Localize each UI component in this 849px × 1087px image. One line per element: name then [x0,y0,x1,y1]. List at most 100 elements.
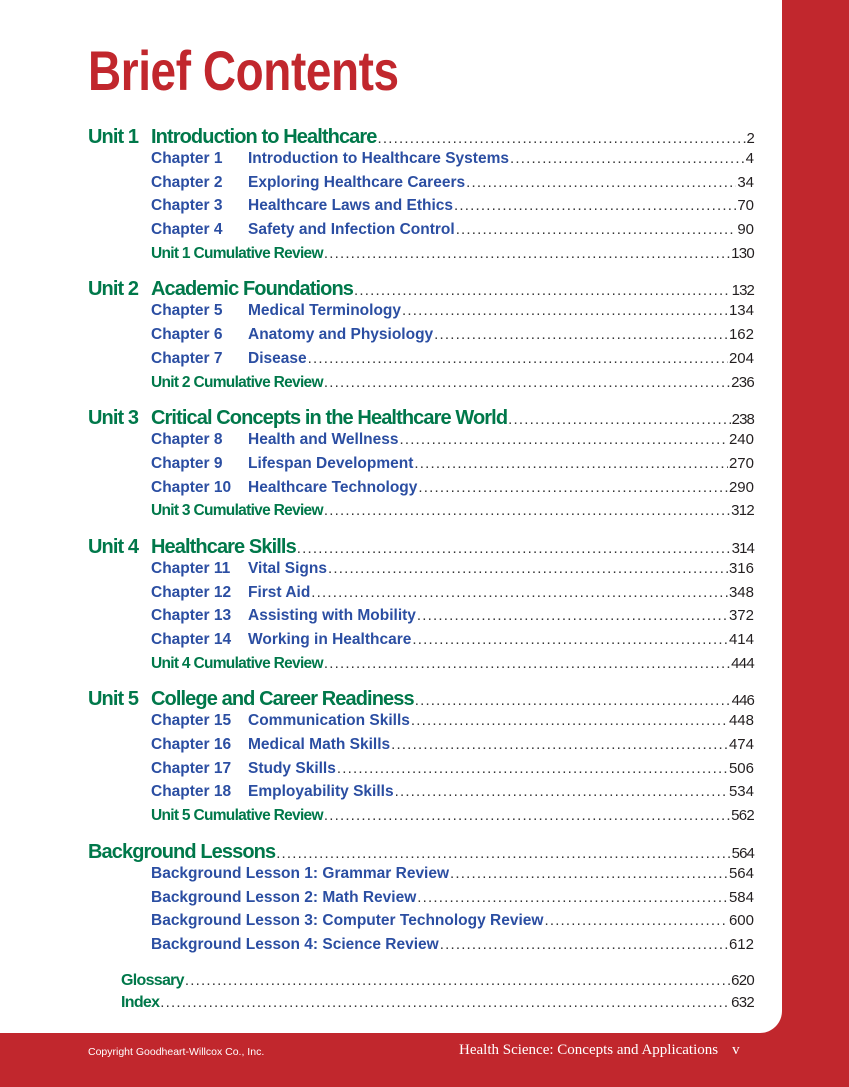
unit-title: College and Career Readiness [151,688,415,711]
toc-chapter[interactable]: Chapter 17 Study Skills 506 [0,760,782,784]
chapter-title: Introduction to Healthcare Systems [248,150,509,167]
toc-chapter[interactable]: Chapter 9 Lifespan Development 270 [0,455,782,479]
dot-leader [276,845,730,862]
toc-unit-review[interactable]: Unit 5 Cumulative Review 562 [0,807,782,831]
unit-title: Academic Foundations [151,278,354,301]
backmatter-title: Index [121,993,160,1011]
toc-background-lesson[interactable]: Background Lesson 1: Grammar Review 564 [0,865,782,889]
dot-leader [456,221,737,238]
page-ref: 316 [728,559,754,577]
chapter-title: Employability Skills [248,783,394,801]
toc-chapter[interactable]: Chapter 8 Health and Wellness 240 [0,431,782,455]
chapter-title: Disease [248,349,307,367]
chapter-title: Exploring Healthcare Careers [248,173,466,191]
book-title: Health Science: Concepts and Application… [459,1042,719,1058]
chapter-label: Chapter 8 [151,431,223,449]
toc-chapter[interactable]: Chapter 4 Safety and Infection Control 90 [0,221,782,245]
chapter-label: Chapter 18 [151,783,232,801]
toc-chapter[interactable]: Chapter 11 Vital Signs 316 [0,560,782,584]
chapter-label: Chapter 5 [151,302,223,320]
page-ref: 134 [728,302,754,320]
dot-leader [308,350,728,367]
toc-unit-review[interactable]: Unit 1 Cumulative Review 130 [0,245,782,269]
toc-chapter[interactable]: Chapter 18 Employability Skills 534 [0,783,782,807]
toc-background-lesson[interactable]: Background Lesson 3: Computer Technology… [0,912,782,936]
dot-leader [434,326,728,343]
chapter-title: Assisting with Mobility [248,607,416,625]
toc-unit-review[interactable]: Unit 2 Cumulative Review 236 [0,374,782,398]
page-ref: 474 [728,736,754,754]
dot-leader [415,692,731,709]
chapter-label: Chapter 7 [151,349,223,367]
page-ref: 414 [728,631,754,648]
page-ref: 348 [728,583,754,601]
page-ref: 238 [731,411,755,429]
dot-leader [324,807,730,824]
unit-label: Unit 5 [88,688,139,711]
page-number: v [732,1042,740,1058]
toc-chapter[interactable]: Chapter 7 Disease 204 [0,350,782,374]
toc-background-lesson[interactable]: Background Lesson 2: Math Review 584 [0,889,782,913]
toc-unit[interactable]: Unit 5 College and Career Readiness 446 [0,688,782,714]
chapter-label: Chapter 13 [151,607,232,625]
page-ref: 270 [728,454,754,472]
toc-unit[interactable]: Unit 2 Academic Foundations 132 [0,278,782,304]
page-ref: 290 [728,478,754,496]
review-title: Unit 5 Cumulative Review [151,807,324,825]
page-ref: 448 [728,712,754,730]
dot-leader [414,455,728,472]
unit-title: Healthcare Skills [151,535,297,558]
page-panel: Brief Contents Unit 1 Introduction to Hea… [0,0,782,1033]
toc-chapter[interactable]: Chapter 15 Communication Skills 448 [0,712,782,736]
toc-chapter[interactable]: Chapter 2 Exploring Healthcare Careers 34 [0,174,782,198]
chapter-label: Chapter 16 [151,736,232,754]
toc-background-lessons[interactable]: Background Lessons 564 [0,841,782,867]
dot-leader [454,197,736,214]
toc-unit[interactable]: Unit 4 Healthcare Skills 314 [0,536,782,562]
dot-leader [508,411,731,428]
toc-chapter[interactable]: Chapter 6 Anatomy and Physiology 162 [0,326,782,350]
toc-chapter[interactable]: Chapter 3 Healthcare Laws and Ethics 70 [0,197,782,221]
dot-leader [185,972,730,989]
dot-leader [391,736,728,753]
toc-background-lesson[interactable]: Background Lesson 4: Science Review 612 [0,936,782,960]
review-title: Unit 1 Cumulative Review [151,244,324,262]
toc-chapter[interactable]: Chapter 12 First Aid 348 [0,584,782,608]
toc-chapter[interactable]: Chapter 10 Healthcare Technology 290 [0,479,782,503]
toc-unit-review[interactable]: Unit 4 Cumulative Review 444 [0,655,782,679]
unit-label: Unit 4 [88,535,139,558]
toc-index[interactable]: Index 632 [0,994,782,1016]
background-title: Background Lessons [88,840,276,863]
toc-chapter[interactable]: Chapter 14 Working in Healthcare 414 [0,631,782,655]
table-of-contents: Unit 1 Introduction to Healthcare 2 Chapter… [0,126,782,1016]
running-footer: Health Science: Concepts and Application… [459,1042,740,1059]
dot-leader [466,174,736,191]
page-ref: 600 [728,912,754,930]
chapter-title: Healthcare Technology [248,478,418,496]
toc-chapter[interactable]: Chapter 16 Medical Math Skills 474 [0,736,782,760]
dot-leader [297,540,731,557]
chapter-title: Lifespan Development [248,454,414,472]
toc-glossary[interactable]: Glossary 620 [0,972,782,994]
chapter-title: Health and Wellness [248,431,399,449]
toc-chapter[interactable]: Chapter 5 Medical Terminology 134 [0,302,782,326]
dot-leader [395,783,728,800]
dot-leader [324,655,730,672]
page-ref: 584 [728,888,754,906]
chapter-title: Safety and Infection Control [248,221,455,239]
toc-unit-review[interactable]: Unit 3 Cumulative Review 312 [0,502,782,526]
toc-unit[interactable]: Unit 1 Introduction to Healthcare 2 [0,126,782,152]
dot-leader [311,584,728,601]
lesson-title: Background Lesson 1: Grammar Review [151,864,450,882]
toc-chapter[interactable]: Chapter 1 Introduction to Healthcare Syst… [0,150,782,174]
toc-unit[interactable]: Unit 3 Critical Concepts in the Healthcar… [0,407,782,433]
dot-leader [417,607,728,624]
lesson-title: Background Lesson 3: Computer Technology… [151,912,544,930]
toc-chapter[interactable]: Chapter 13 Assisting with Mobility 372 [0,607,782,631]
dot-leader [160,994,730,1011]
chapter-label: Chapter 1 [151,150,223,167]
chapter-label: Chapter 3 [151,197,223,215]
copyright-notice: Copyright Goodheart-Willcox Co., Inc. [88,1046,265,1058]
chapter-label: Chapter 2 [151,173,223,191]
dot-leader [324,502,730,519]
